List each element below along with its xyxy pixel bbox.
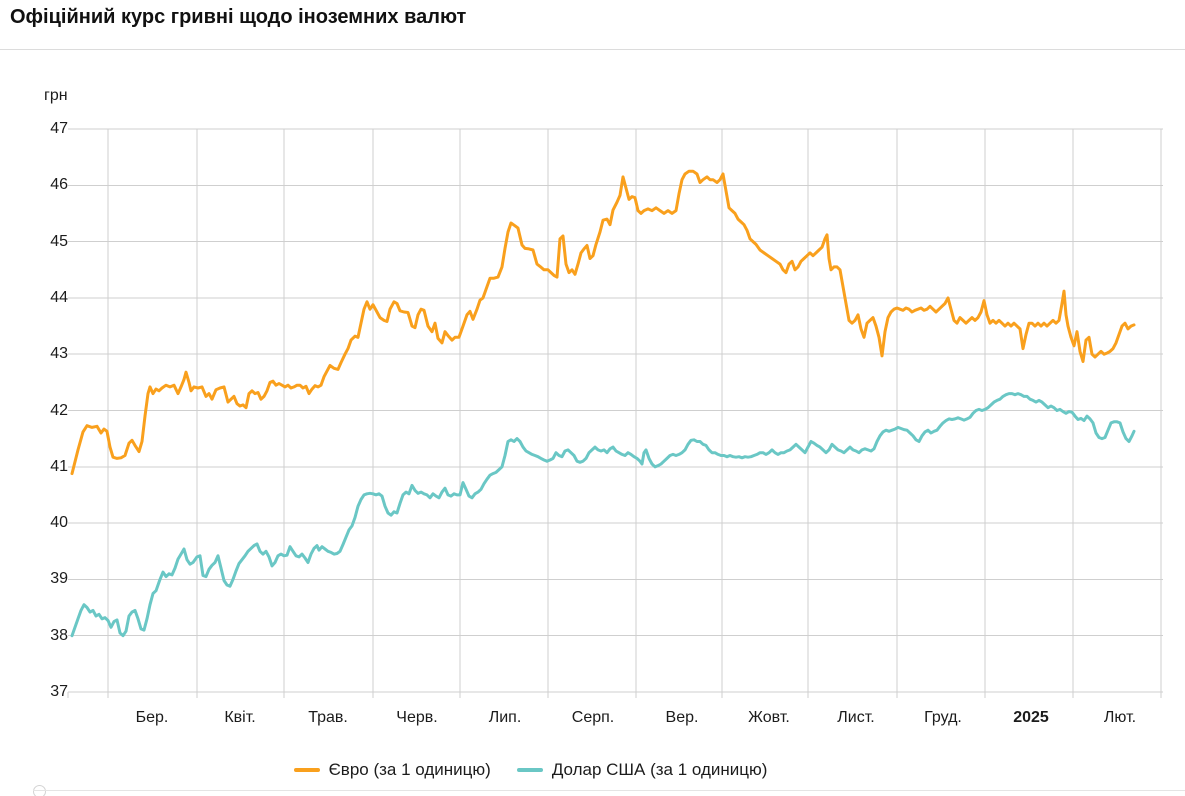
x-tick-label-jun: Черв. (396, 709, 438, 726)
y-tick-label-45: 45 (50, 233, 68, 250)
y-tick-label-39: 39 (50, 570, 68, 587)
legend-label-usd: Долар США (за 1 одиницю) (551, 760, 768, 779)
y-tick-label-44: 44 (50, 289, 68, 306)
x-tick-label-nov: Лист. (837, 709, 875, 726)
x-tick-label-dec: Груд. (924, 709, 962, 726)
y-tick-label-46: 46 (50, 176, 68, 193)
usd-series-line[interactable] (70, 392, 1136, 638)
x-tick-label-feb: Лют. (1103, 709, 1137, 726)
y-tick-label-40: 40 (50, 514, 68, 531)
legend-item-usd[interactable]: Долар США (за 1 одиницю) (516, 760, 768, 780)
title-divider (0, 49, 1185, 50)
x-tick-label-2025: 2025 (1013, 709, 1049, 726)
euro-series-line[interactable] (70, 169, 1136, 476)
y-tick-label-47: 47 (50, 120, 68, 137)
y-tick-label-37: 37 (50, 683, 68, 700)
y-axis-unit-label: грн (44, 87, 68, 104)
y-tick-label-43: 43 (50, 345, 68, 362)
page-title: Офіційний курс гривні щодо іноземних вал… (10, 6, 467, 28)
y-tick-label-42: 42 (50, 402, 68, 419)
legend: Євро (за 1 одиницю) Долар США (за 1 один… (0, 760, 1123, 780)
y-tick-label-41: 41 (50, 458, 68, 475)
legend-label-euro: Євро (за 1 одиницю) (328, 760, 491, 779)
x-tick-label-mar: Бер. (135, 709, 169, 726)
usd-legend-swatch (516, 768, 543, 772)
x-tick-label-apr: Квіт. (224, 709, 256, 726)
legend-item-euro[interactable]: Євро (за 1 одиницю) (293, 760, 491, 780)
x-tick-label-aug: Серп. (571, 709, 615, 726)
x-tick-label-sep: Вер. (665, 709, 699, 726)
next-section-cut-divider (33, 790, 1185, 791)
x-tick-label-jul: Лип. (488, 709, 522, 726)
y-tick-label-38: 38 (50, 627, 68, 644)
x-tick-label-oct: Жовт. (748, 709, 790, 726)
x-tick-label-may: Трав. (308, 709, 348, 726)
euro-legend-swatch (293, 768, 320, 772)
